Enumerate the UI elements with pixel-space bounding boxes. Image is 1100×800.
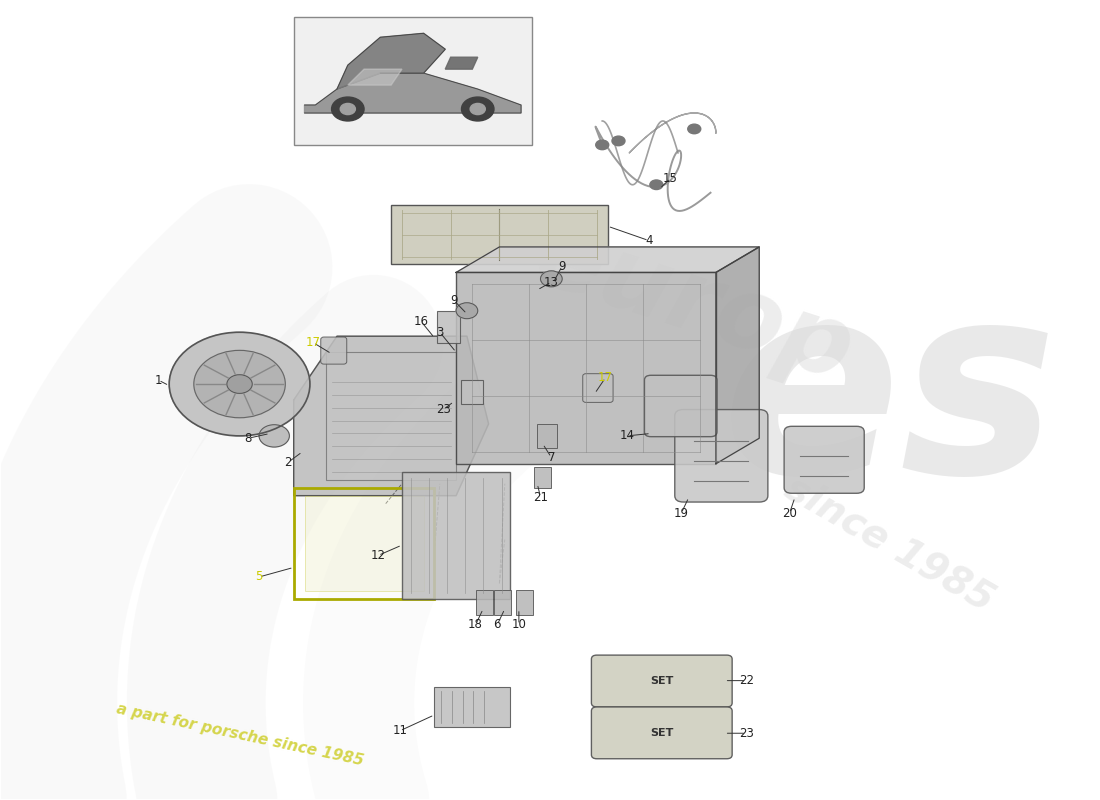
Text: 22: 22 (739, 674, 754, 687)
Polygon shape (456, 247, 759, 273)
FancyBboxPatch shape (583, 374, 613, 402)
Bar (456, 273, 716, 464)
Circle shape (456, 302, 477, 318)
Bar (434, 687, 510, 727)
Text: 8: 8 (244, 432, 252, 445)
Bar (475, 590, 493, 615)
FancyBboxPatch shape (592, 655, 733, 707)
Text: 11: 11 (393, 724, 407, 738)
FancyBboxPatch shape (674, 410, 768, 502)
Circle shape (612, 136, 625, 146)
Bar (462, 380, 483, 404)
Circle shape (169, 332, 310, 436)
Bar (516, 590, 534, 615)
Text: 14: 14 (619, 430, 635, 442)
Text: europ: europ (522, 207, 866, 402)
FancyBboxPatch shape (321, 337, 346, 364)
Text: 2: 2 (285, 456, 292, 469)
Circle shape (596, 140, 608, 150)
Bar (327, 352, 456, 480)
FancyBboxPatch shape (784, 426, 865, 494)
Text: since 1985: since 1985 (778, 468, 1000, 618)
Circle shape (331, 97, 364, 121)
Text: SET: SET (650, 676, 673, 686)
Text: 13: 13 (543, 275, 559, 289)
Text: 12: 12 (371, 549, 386, 562)
Text: 18: 18 (469, 618, 483, 631)
Polygon shape (305, 73, 521, 113)
Bar (294, 18, 532, 145)
Text: 10: 10 (512, 618, 526, 631)
Polygon shape (337, 34, 446, 89)
Polygon shape (348, 69, 402, 85)
Bar (294, 488, 434, 599)
Bar (392, 205, 607, 265)
Polygon shape (294, 336, 488, 496)
Text: 16: 16 (414, 315, 429, 328)
Text: 9: 9 (450, 294, 458, 307)
Circle shape (470, 103, 485, 114)
Text: 17: 17 (598, 371, 613, 384)
Circle shape (688, 124, 701, 134)
Text: 4: 4 (645, 234, 652, 247)
Text: 1: 1 (155, 374, 162, 386)
Text: 6: 6 (494, 618, 501, 631)
Text: 15: 15 (663, 172, 678, 185)
Polygon shape (446, 57, 477, 69)
Bar (402, 472, 510, 599)
Text: SET: SET (650, 728, 673, 738)
Bar (494, 590, 512, 615)
Text: 20: 20 (782, 506, 797, 520)
Text: 19: 19 (674, 506, 689, 520)
Circle shape (650, 180, 663, 190)
Circle shape (340, 103, 355, 114)
Circle shape (260, 425, 289, 447)
Bar (437, 310, 461, 342)
Circle shape (540, 271, 562, 286)
Text: 7: 7 (548, 451, 556, 464)
Polygon shape (716, 247, 759, 464)
Text: 3: 3 (437, 326, 443, 338)
Text: 23: 23 (436, 403, 451, 416)
Text: 17: 17 (306, 336, 321, 349)
Text: 23: 23 (739, 726, 754, 740)
Circle shape (462, 97, 494, 121)
Text: 5: 5 (255, 570, 263, 583)
Text: es: es (722, 272, 1057, 528)
Text: 9: 9 (559, 259, 565, 273)
Bar (305, 496, 424, 591)
Text: 21: 21 (534, 490, 548, 504)
Text: a part for porsche since 1985: a part for porsche since 1985 (114, 702, 364, 769)
FancyBboxPatch shape (645, 375, 717, 437)
FancyBboxPatch shape (592, 707, 733, 758)
Circle shape (227, 374, 252, 394)
Bar (537, 424, 557, 448)
Bar (534, 467, 551, 488)
Circle shape (194, 350, 285, 418)
